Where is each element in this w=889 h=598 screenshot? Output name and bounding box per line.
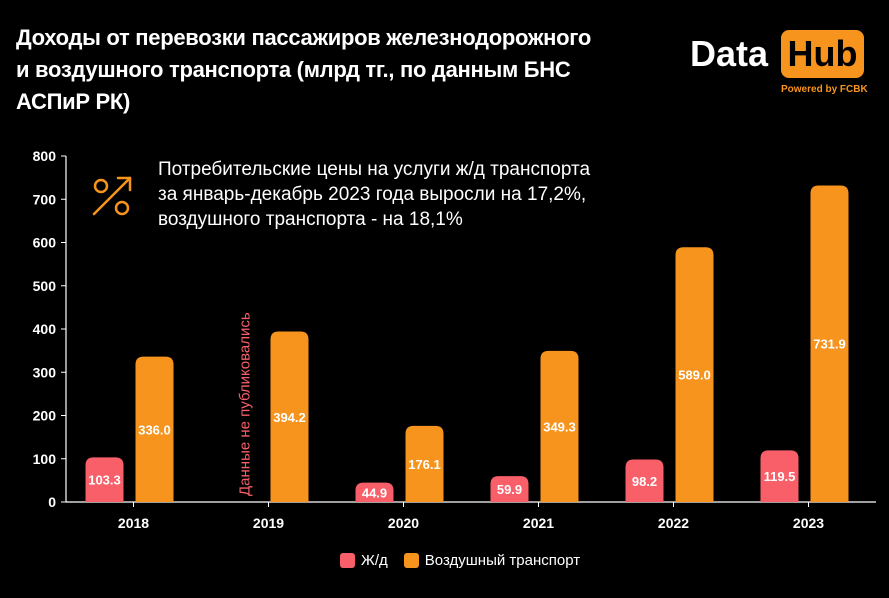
datahub-logo: Data Hub Powered by FCBK [688, 26, 874, 98]
x-tick-label-2022: 2022 [658, 515, 689, 531]
logo-powered-text: Powered by FCBK [781, 84, 868, 95]
price-note-line-2: за январь-декабрь 2023 года выросли на 1… [158, 184, 587, 205]
y-tick-label: 800 [33, 148, 57, 164]
bar-label-air-2022: 589.0 [678, 368, 711, 383]
bar-label-air-2020: 176.1 [408, 457, 441, 472]
legend-swatch-air [403, 552, 419, 568]
x-tick-label-2020: 2020 [388, 515, 419, 531]
legend-swatch-rail [340, 552, 355, 568]
bar-label-air-2018: 336.0 [138, 422, 171, 437]
chart-title: Доходы от перевозки пассажиров железнодо… [16, 22, 676, 118]
bar-air-2018 [135, 356, 174, 502]
bar-rail-2018 [85, 457, 124, 502]
bar-air-2020 [405, 425, 444, 502]
price-note-line-1: Потребительские цены на услуги ж/д транс… [158, 159, 591, 180]
price-note-line-3: воздушного транспорта - на 18,1% [158, 209, 463, 230]
bar-air-2019 [270, 331, 309, 502]
bar-label-rail-2022: 98.2 [632, 474, 657, 489]
x-tick-label-2018: 2018 [118, 515, 149, 531]
percent-icon [92, 176, 132, 216]
x-tick-label-2021: 2021 [523, 515, 554, 531]
x-tick-label-2019: 2019 [253, 515, 284, 531]
y-tick-label: 700 [33, 191, 57, 207]
chart-title-line-1: Доходы от перевозки пассажиров железнодо… [16, 25, 591, 50]
bar-rail-2023 [760, 450, 799, 502]
bar-air-2021 [540, 350, 579, 502]
bar-label-rail-2018: 103.3 [88, 473, 121, 488]
bar-label-rail-2023: 119.5 [764, 469, 796, 484]
legend-item-air: Воздушный транспорт [403, 551, 581, 569]
legend-item-rail: Ж/д [340, 552, 388, 569]
bar-air-2022 [675, 247, 714, 502]
y-tick-label: 500 [33, 278, 57, 294]
chart-title-line-2: и воздушного транспорта (млрд тг., по да… [16, 57, 571, 82]
y-tick-label: 100 [33, 451, 57, 467]
y-tick-label: 400 [33, 321, 57, 337]
price-note: Потребительские цены на услуги ж/д транс… [158, 157, 658, 232]
no-data-annotation: Данные не публиковались [237, 312, 254, 496]
chart-legend: Ж/д Воздушный транспорт [340, 548, 596, 572]
bar-air-2023 [810, 185, 849, 502]
y-tick-label: 0 [48, 494, 56, 510]
bar-rail-2022 [625, 459, 664, 502]
logo-data-text: Data [690, 33, 769, 74]
logo-hub-text: Hub [781, 30, 864, 78]
bar-label-air-2023: 731.9 [813, 337, 846, 352]
bar-rail-2020 [355, 482, 394, 502]
y-tick-label: 200 [33, 408, 57, 424]
legend-label-rail: Ж/д [361, 551, 388, 569]
bar-rail-2021 [490, 476, 529, 502]
legend-label-air: Воздушный транспорт [424, 551, 581, 569]
y-tick-label: 300 [33, 364, 57, 380]
bar-label-rail-2020: 44.9 [362, 485, 387, 500]
bar-label-air-2019: 394.2 [273, 410, 306, 425]
chart-title-line-3: АСПиР РК) [16, 89, 131, 114]
x-tick-label-2023: 2023 [793, 515, 824, 531]
bar-label-rail-2021: 59.9 [497, 482, 522, 497]
bar-label-air-2021: 349.3 [543, 419, 576, 434]
y-tick-label: 600 [33, 235, 57, 251]
